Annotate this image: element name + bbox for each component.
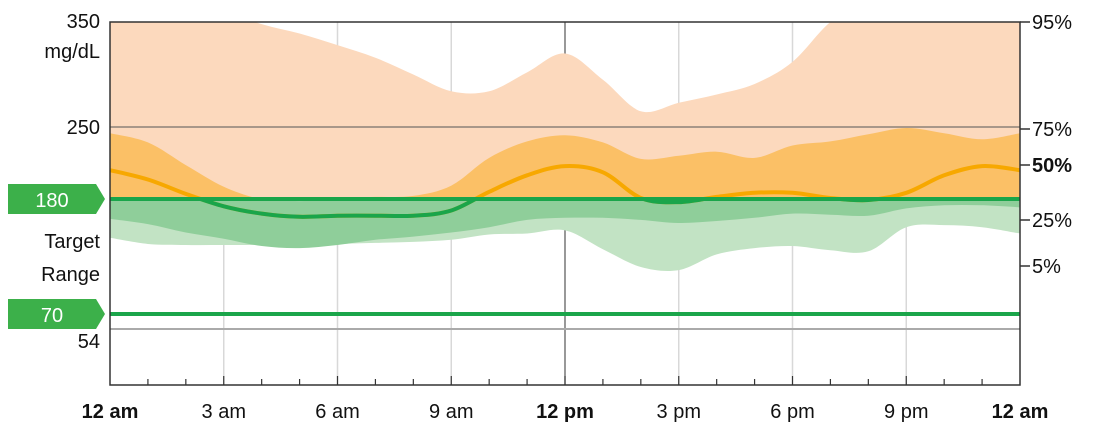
x-tick-label: 6 pm [770,401,814,423]
x-tick-label: 3 pm [657,401,701,423]
x-tick-label: 3 am [202,401,246,423]
target-high-marker: 180 [8,184,105,214]
x-tick-label: 12 pm [536,401,594,423]
y-tick-label-350: 350 [67,11,100,33]
x-tick-label: 9 pm [884,401,928,423]
x-tick-label: 6 am [315,401,359,423]
x-tick-label: 9 am [429,401,473,423]
target-high-tag [8,184,105,214]
y-tick-label-250: 250 [67,117,100,139]
p5-label: 5% [1032,256,1061,278]
x-tick-label: 12 am [82,401,139,423]
band-25-75-above-target [110,127,1020,200]
y-unit-label: mg/dL [44,41,100,63]
p75-label: 75% [1032,119,1072,141]
p50-label: 50% [1032,155,1072,177]
p95-label: 95% [1032,12,1072,34]
target-low-tag [8,299,105,329]
target-low-value: 70 [41,305,63,327]
plot-area [109,21,1021,386]
band-25-75-within-target [110,198,1020,249]
target-high-value: 180 [35,190,68,212]
p25-label: 25% [1032,210,1072,232]
target-range-label-line1: Target [44,231,100,253]
x-tick-label: 12 am [992,401,1049,423]
target-low-marker: 70 [8,299,105,329]
y-tick-label-54: 54 [78,331,100,353]
x-minor-ticks [147,376,983,385]
y-axis-right-percentiles: 95% 75% 50% 25% 5% [1020,12,1072,278]
x-axis: 12 am 3 am 6 am 9 am 12 pm 3 pm 6 pm 9 pm 12 am [82,401,1049,423]
target-range-label-line2: Range [41,264,100,286]
y-axis-left: 350 mg/dL 250 54 Target Range 180 70 [8,11,105,353]
